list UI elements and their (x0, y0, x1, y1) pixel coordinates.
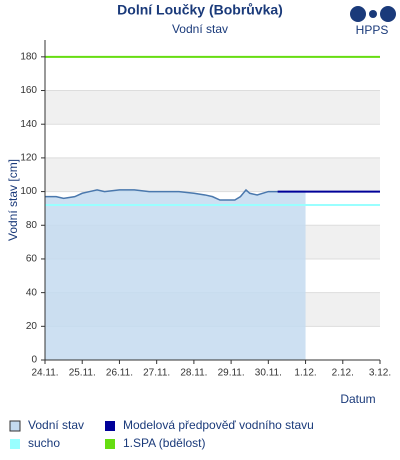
x-axis-label: Datum (340, 392, 375, 406)
legend-swatch (9, 420, 21, 432)
chart-title: Dolní Loučky (Bobrůvka) (117, 2, 283, 18)
x-tick-label: 27.11. (143, 368, 170, 379)
area-fill (45, 189, 306, 360)
grid-band (45, 90, 380, 125)
legend-swatch (10, 439, 20, 449)
chart-subtitle: Vodní stav (172, 22, 228, 36)
legend-label: Modelová předpověď vodního stavu (123, 418, 314, 432)
x-tick-label: 1.12. (294, 368, 316, 379)
x-tick-label: 29.11. (218, 368, 245, 379)
y-axis-label: Vodní stav [cm] (6, 159, 20, 241)
x-tick-label: 30.11. (255, 368, 282, 379)
area-line (45, 188, 306, 201)
y-tick-label: 140 (20, 119, 37, 130)
y-tick-label: 0 (31, 355, 37, 366)
y-tick-label: 20 (26, 321, 38, 332)
y-tick-label: 180 (20, 51, 37, 62)
x-tick-label: 3.12. (369, 368, 391, 379)
y-tick-label: 100 (20, 186, 37, 197)
legend-swatch (105, 421, 115, 431)
y-tick-label: 160 (20, 85, 37, 96)
grid-band (45, 157, 380, 192)
legend-swatch (105, 439, 115, 449)
x-tick-label: 28.11. (180, 368, 207, 379)
legend-label: 1.SPA (bdělost) (123, 436, 206, 450)
logo-text: HPPS (356, 23, 389, 37)
y-tick-label: 120 (20, 153, 37, 164)
y-tick-label: 80 (26, 220, 38, 231)
x-tick-label: 26.11. (106, 368, 133, 379)
y-tick-label: 40 (26, 287, 38, 298)
legend-label: sucho (28, 436, 60, 450)
logo: HPPS (350, 6, 396, 37)
legend-label: Vodní stav (28, 418, 84, 432)
x-tick-label: 2.12. (332, 368, 354, 379)
y-tick-label: 60 (26, 254, 38, 265)
x-tick-label: 24.11. (31, 368, 58, 379)
x-tick-label: 25.11. (69, 368, 96, 379)
